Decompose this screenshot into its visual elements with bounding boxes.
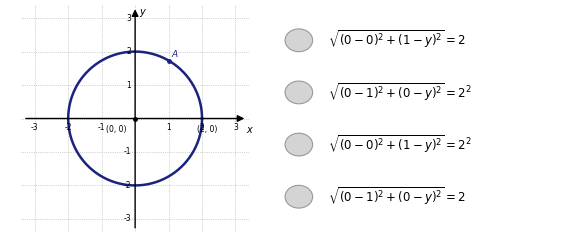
Text: 1: 1 bbox=[166, 123, 171, 132]
Text: -3: -3 bbox=[123, 214, 131, 223]
Circle shape bbox=[285, 29, 312, 52]
Text: (2, 0): (2, 0) bbox=[197, 124, 217, 133]
Text: 2: 2 bbox=[126, 47, 131, 56]
Text: -1: -1 bbox=[124, 147, 131, 156]
Text: y: y bbox=[139, 7, 145, 17]
Text: (0, 0): (0, 0) bbox=[106, 124, 127, 133]
Text: -3: -3 bbox=[31, 123, 38, 132]
Text: $\sqrt{(0-0)^2+(1-y)^2}=2^2$: $\sqrt{(0-0)^2+(1-y)^2}=2^2$ bbox=[328, 133, 471, 156]
Text: x: x bbox=[246, 124, 252, 135]
Text: A: A bbox=[172, 50, 178, 59]
Text: $\sqrt{(0-0)^2+(1-y)^2}=2$: $\sqrt{(0-0)^2+(1-y)^2}=2$ bbox=[328, 29, 466, 51]
Text: 2: 2 bbox=[200, 123, 204, 132]
Text: -2: -2 bbox=[64, 123, 72, 132]
Circle shape bbox=[285, 81, 312, 104]
Circle shape bbox=[285, 133, 312, 156]
Text: 3: 3 bbox=[233, 123, 238, 132]
Text: -2: -2 bbox=[124, 181, 131, 190]
Text: $\sqrt{(0-1)^2+(0-y)^2}=2$: $\sqrt{(0-1)^2+(0-y)^2}=2$ bbox=[328, 186, 466, 208]
Text: 1: 1 bbox=[126, 81, 131, 90]
Text: -1: -1 bbox=[98, 123, 105, 132]
Circle shape bbox=[285, 185, 312, 208]
Text: $\sqrt{(0-1)^2+(0-y)^2}=2^2$: $\sqrt{(0-1)^2+(0-y)^2}=2^2$ bbox=[328, 81, 471, 104]
Text: 3: 3 bbox=[126, 14, 131, 23]
